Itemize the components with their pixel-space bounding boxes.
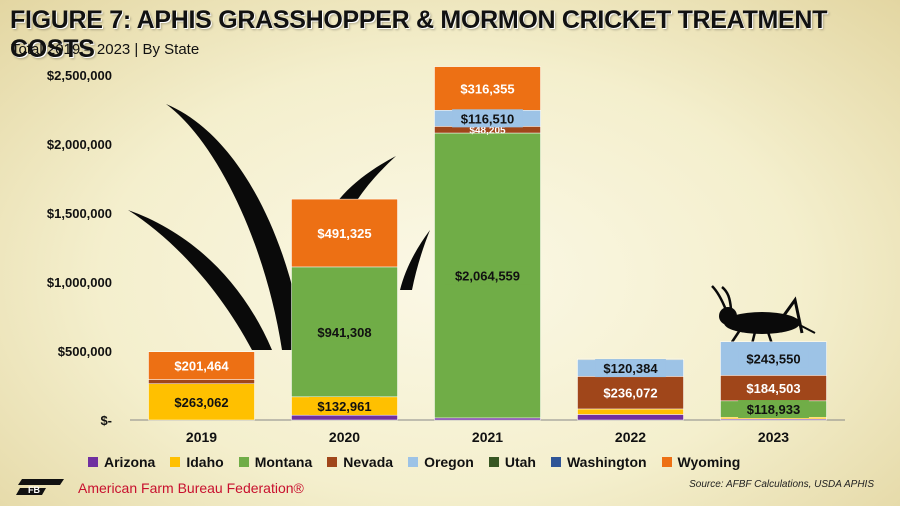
legend: Arizona Idaho Montana Nevada Oregon Utah Washi…	[88, 454, 740, 470]
afbf-logo-icon: FB	[16, 479, 64, 495]
data-label: $132,961	[317, 399, 371, 414]
legend-swatch	[408, 457, 419, 467]
data-label: $236,072	[603, 386, 657, 401]
source-note: Source: AFBF Calculations, USDA APHIS	[689, 479, 874, 490]
x-tick-label: 2019	[186, 429, 217, 445]
legend-item: Utah	[488, 454, 536, 470]
legend-label: Montana	[254, 454, 313, 470]
data-label: $120,384	[603, 361, 658, 376]
legend-swatch	[327, 457, 338, 467]
bar-segment	[434, 417, 541, 421]
data-label-box	[309, 396, 380, 415]
data-label-box	[444, 266, 531, 285]
x-tick-label: 2021	[472, 429, 503, 445]
data-label: $48,205	[469, 126, 506, 137]
legend-label: Arizona	[104, 454, 156, 470]
legend-label: Nevada	[343, 454, 394, 470]
data-label: $941,308	[317, 325, 371, 340]
legend-swatch	[488, 457, 499, 467]
y-tick-label: $1,000,000	[47, 275, 112, 290]
x-tick-label: 2022	[615, 429, 646, 445]
data-label: $263,062	[174, 395, 228, 410]
data-label-box	[166, 392, 237, 411]
data-label-box	[738, 349, 809, 368]
legend-label: Oregon	[424, 454, 474, 470]
legend-item: Arizona	[88, 454, 155, 470]
data-label-box	[595, 383, 666, 402]
data-label-box	[309, 224, 380, 243]
legend-label: Idaho	[186, 454, 224, 470]
data-label: $201,464	[174, 359, 229, 374]
data-label: $2,064,559	[455, 268, 520, 283]
grass-blade-right-2	[400, 230, 430, 290]
x-axis: 2019 2020 2021 2022 2023	[186, 429, 789, 445]
org-name: American Farm Bureau Federation®	[78, 480, 304, 496]
data-label: $316,355	[460, 81, 514, 96]
legend-swatch	[238, 457, 249, 467]
y-tick-label: $2,500,000	[47, 68, 112, 83]
legend-label: Washington	[566, 454, 647, 470]
data-label-box	[309, 322, 380, 341]
legend-item: Nevada	[327, 454, 393, 470]
y-tick-label: $500,000	[58, 344, 112, 359]
data-labels-layer: $263,062 $201,464 $132,961 $941,308 $491,325…	[166, 79, 809, 419]
data-label-box	[595, 359, 666, 378]
grass-blade-center	[166, 104, 305, 350]
legend-item: Oregon	[408, 454, 474, 470]
data-label-box	[738, 400, 809, 419]
legend-label: Wyoming	[677, 454, 741, 470]
bar-segment	[577, 408, 684, 415]
legend-swatch	[661, 457, 672, 467]
y-tick-label: $-	[100, 413, 112, 428]
svg-text:FB: FB	[28, 485, 40, 495]
data-label: $116,510	[461, 111, 515, 126]
legend-swatch	[170, 457, 181, 467]
data-label: $243,550	[746, 352, 800, 367]
grass-blade-left	[128, 210, 272, 350]
data-label: $491,325	[317, 226, 371, 241]
bar-segment	[148, 379, 255, 384]
cricket-icon	[711, 285, 816, 345]
data-label-box	[738, 379, 809, 398]
legend-item: Wyoming	[661, 454, 741, 470]
y-tick-label: $1,500,000	[47, 206, 112, 221]
legend-label: Utah	[504, 454, 536, 470]
legend-swatch	[550, 457, 561, 467]
legend-item: Washington	[550, 454, 647, 470]
bar-segment	[291, 414, 398, 421]
x-tick-label: 2020	[329, 429, 360, 445]
data-label-box	[166, 356, 237, 375]
legend-item: Idaho	[170, 454, 224, 470]
legend-item: Montana	[238, 454, 313, 470]
data-label-box	[452, 79, 523, 98]
y-tick-label: $2,000,000	[47, 137, 112, 152]
legend-swatch	[88, 457, 98, 467]
data-label: $118,933	[747, 402, 801, 417]
chart-subtitle: Total 2019 – 2023 | By State	[11, 41, 200, 58]
bar-segment	[577, 414, 684, 421]
data-label: $184,503	[746, 381, 800, 396]
x-tick-label: 2023	[758, 429, 789, 445]
chart-title: FIGURE 7: APHIS GRASSHOPPER & MORMON CRI…	[10, 6, 828, 63]
data-label-box	[452, 109, 523, 128]
